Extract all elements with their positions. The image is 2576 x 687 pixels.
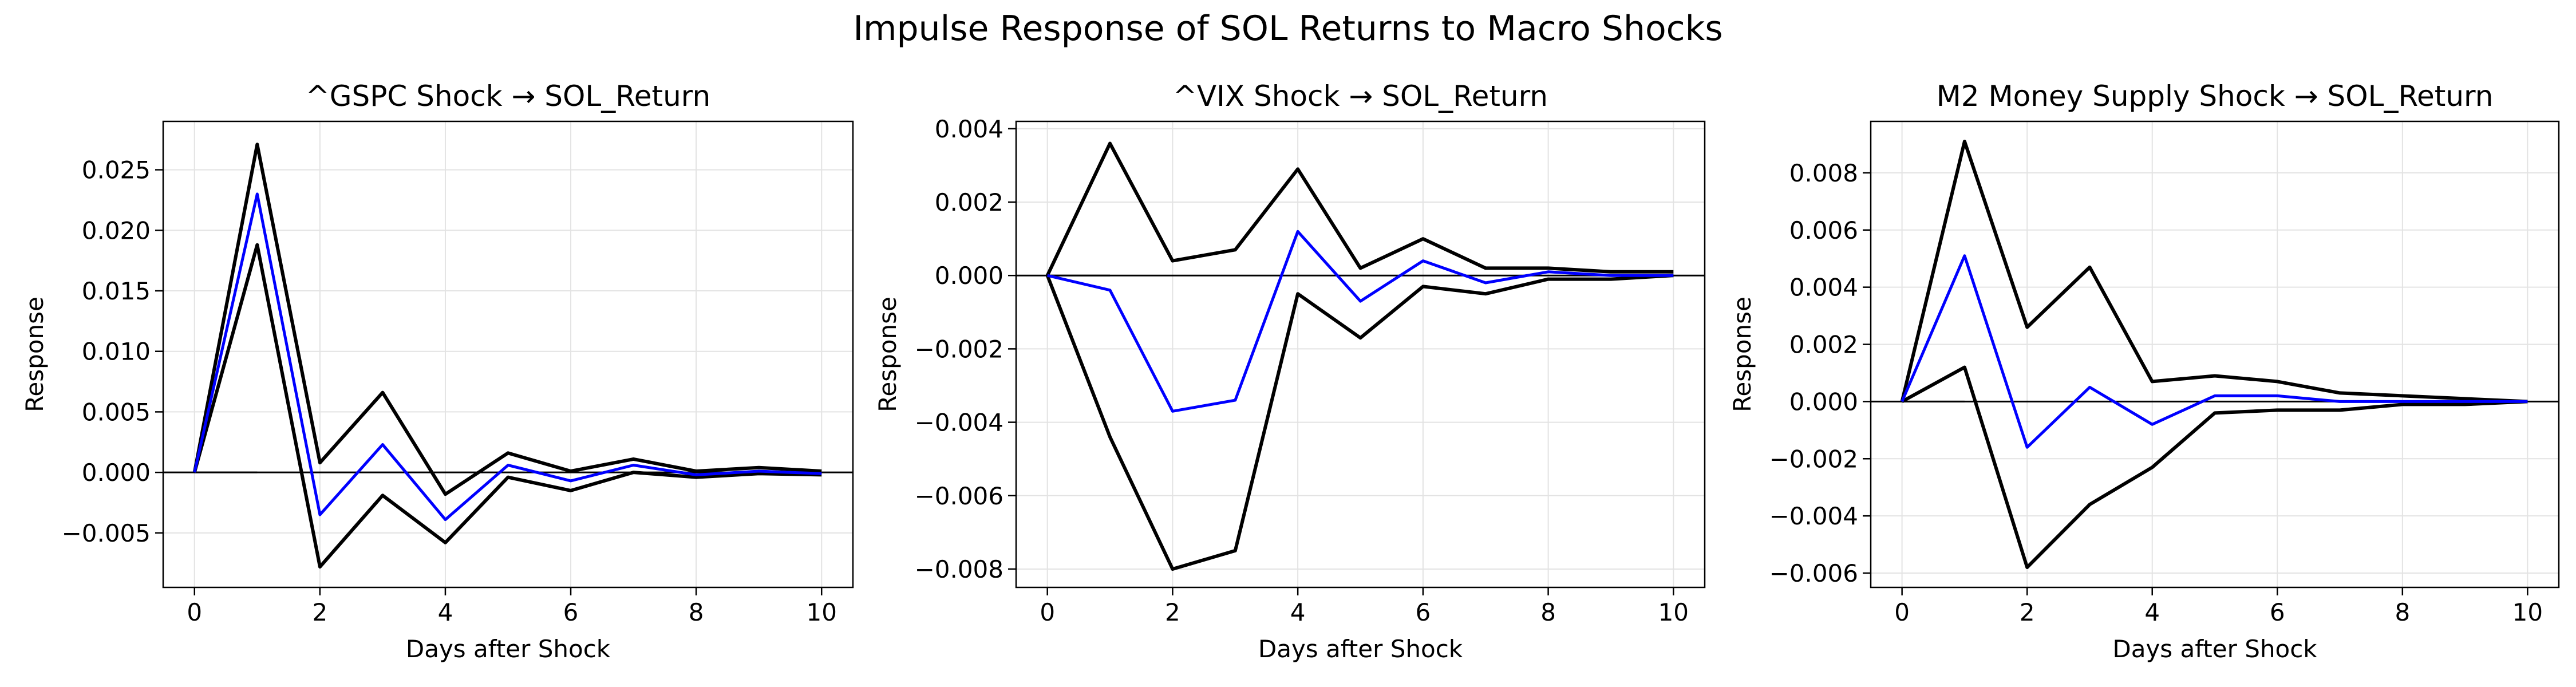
x-tick-label: 8 <box>1540 598 1556 626</box>
panel-gspc: 0 2 4 6 8 10 −0.005 0.000 0.005 0.010 0.015 0.020 0.… <box>21 80 854 663</box>
x-axis-label: Days after Shock <box>1258 635 1463 663</box>
x-tick-label: 0 <box>187 598 202 626</box>
series-line-lower <box>1901 365 2528 569</box>
y-tick-label: 0.002 <box>935 188 1003 216</box>
y-tick-label: 0.002 <box>1789 331 1858 359</box>
x-axis-label: Days after Shock <box>2112 635 2317 663</box>
x-tick-label: 8 <box>2395 598 2410 626</box>
y-tick-label: 0.005 <box>82 398 151 426</box>
panel-vix: 0 2 4 6 8 10 −0.008 −0.006 −0.004 −0.002 0.000 0.00… <box>874 80 1706 663</box>
y-tick-label: −0.008 <box>915 555 1003 583</box>
series-line-irf <box>1901 254 2528 449</box>
grid <box>1016 121 1705 587</box>
x-tick-label: 8 <box>689 598 704 626</box>
y-tick-label: −0.005 <box>62 519 151 547</box>
plot-area <box>1871 140 2559 569</box>
y-tick-label: −0.002 <box>1769 445 1858 473</box>
y-tick-label: −0.004 <box>1769 502 1858 530</box>
plot-area <box>163 143 853 569</box>
x-tick-label: 4 <box>1290 598 1306 626</box>
y-tick-label: 0.000 <box>935 262 1003 290</box>
x-tick-label: 4 <box>438 598 453 626</box>
series-line-irf <box>193 192 822 522</box>
x-tick-label: 4 <box>2144 598 2160 626</box>
y-tick-label: 0.010 <box>82 338 151 366</box>
x-tick-label: 6 <box>563 598 579 626</box>
axes-frame <box>1015 120 1706 589</box>
y-tick-label: 0.006 <box>1789 216 1858 244</box>
figure-title: Impulse Response of SOL Returns to Macro… <box>853 9 1722 49</box>
series-line-lower <box>1045 274 1674 571</box>
y-tick-label: −0.006 <box>1769 559 1858 587</box>
x-tick-label: 2 <box>1165 598 1180 626</box>
y-tick-label: −0.002 <box>915 335 1003 363</box>
x-tick-label: 0 <box>1040 598 1055 626</box>
x-tick-label: 10 <box>807 598 837 626</box>
series-line-upper <box>192 143 822 496</box>
y-tick-label: 0.004 <box>1789 274 1858 302</box>
y-tick-label: 0.000 <box>82 459 151 487</box>
series-line-lower <box>192 243 822 569</box>
y-tick-label: 0.000 <box>1789 388 1858 416</box>
x-tick-label: 6 <box>2270 598 2285 626</box>
grid <box>1871 121 2559 587</box>
x-tick-label: 2 <box>2020 598 2035 626</box>
series-line-upper <box>1900 140 2528 404</box>
chart-panels: 0 2 4 6 8 10 −0.005 0.000 0.005 0.010 0.015 0.020 0.… <box>21 80 2560 663</box>
y-tick-label: 0.008 <box>1789 159 1858 187</box>
x-tick-label: 0 <box>1894 598 1910 626</box>
panel-title: ^VIX Shock → SOL_Return <box>1173 80 1548 113</box>
grid <box>163 121 853 587</box>
axes-frame <box>162 120 854 589</box>
x-axis-label: Days after Shock <box>406 635 611 663</box>
y-tick-label: 0.015 <box>82 277 151 305</box>
x-tick-label: 10 <box>2512 598 2543 626</box>
y-axis-label: Response <box>874 297 902 412</box>
panel-title: M2 Money Supply Shock → SOL_Return <box>1937 80 2494 113</box>
series-line-upper <box>1045 141 1674 277</box>
x-tick-label: 10 <box>1658 598 1689 626</box>
y-axis-label: Response <box>1728 297 1756 412</box>
axes-frame <box>1870 120 2560 589</box>
y-tick-label: −0.004 <box>915 409 1003 437</box>
x-tick-label: 6 <box>1415 598 1431 626</box>
y-tick-label: 0.004 <box>935 115 1003 143</box>
series-line-irf <box>1047 230 1674 413</box>
plot-area <box>1016 141 1705 571</box>
x-tick-label: 2 <box>312 598 327 626</box>
panel-m2: 0 2 4 6 8 10 −0.006 −0.004 −0.002 0.000 0.002 0.004… <box>1728 80 2560 663</box>
y-tick-label: 0.025 <box>82 156 151 184</box>
panel-title: ^GSPC Shock → SOL_Return <box>306 80 710 113</box>
y-tick-label: −0.006 <box>915 482 1003 510</box>
y-tick-label: 0.020 <box>82 216 151 244</box>
y-axis-label: Response <box>21 297 49 412</box>
